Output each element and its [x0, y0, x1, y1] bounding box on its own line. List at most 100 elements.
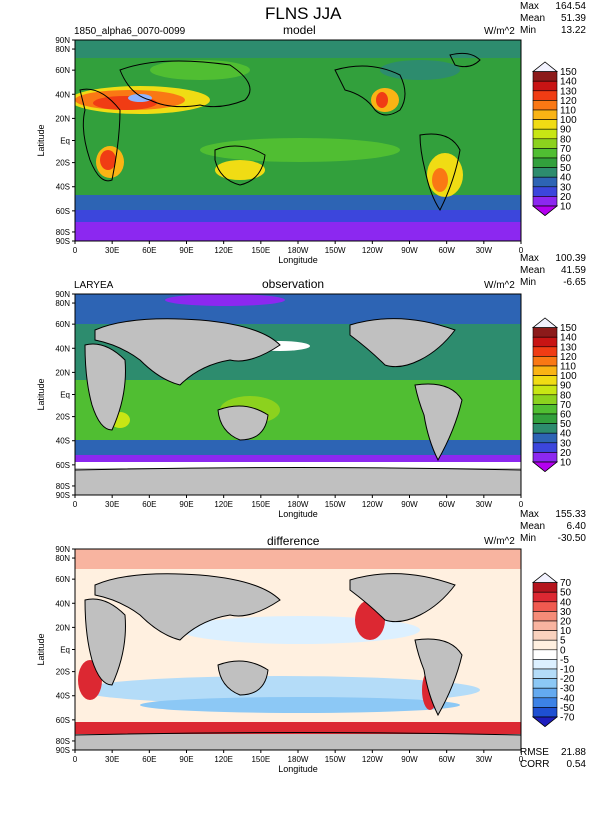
x-tick-label: 90W: [401, 246, 418, 255]
x-tick-label: 60E: [142, 246, 156, 255]
stats-values: 164.54 51.39 13.22: [542, 1, 586, 37]
y-tick-label: Eq: [60, 646, 70, 655]
colorbar-label: 120: [560, 96, 577, 107]
colorbar-swatch: [532, 327, 558, 338]
min-label: Min: [520, 277, 537, 288]
colorbar-swatch: [532, 649, 558, 660]
x-tick-label: 120W: [362, 500, 383, 509]
y-axis-label: Latitude: [36, 124, 46, 156]
max-label: Max: [520, 509, 539, 520]
colorbar-label: 80: [560, 134, 572, 145]
y-tick-label: 40S: [56, 183, 70, 192]
colorbar-label: 10: [560, 458, 572, 469]
colorbar-swatch: [532, 582, 558, 593]
y-tick-label: 90N: [55, 545, 70, 554]
colorbar-swatch: [532, 394, 558, 405]
stats-values: 100.39 41.59 -6.65: [542, 253, 586, 289]
x-tick-label: 30W: [476, 246, 493, 255]
y-tick-label: 40N: [55, 90, 70, 99]
panel-title: model: [283, 23, 316, 37]
x-tick-label: 120W: [362, 755, 383, 764]
x-tick-label: 60W: [438, 755, 455, 764]
colorbar-swatch: [532, 100, 558, 111]
colorbar-swatch: [532, 697, 558, 708]
units-label: W/m^2: [484, 280, 515, 291]
colorbar-label: -30: [560, 684, 575, 695]
y-tick-label: 60S: [56, 207, 70, 216]
mean-value: 41.59: [560, 265, 586, 276]
colorbar-swatch: [532, 591, 558, 603]
stats-values: 155.33 6.40 -30.50: [542, 509, 586, 545]
corr-value: 0.54: [566, 759, 586, 770]
colorbar-swatch: [532, 687, 558, 699]
mean-label: Mean: [520, 265, 546, 276]
colorbar-label: 70: [560, 400, 572, 411]
colorbar-swatch: [532, 356, 558, 367]
y-tick-label: 60S: [56, 461, 70, 470]
mean-label: Mean: [520, 13, 546, 24]
y-tick-label: 90S: [56, 491, 70, 500]
colorbar-swatch: [532, 384, 558, 396]
colorbar-swatch: [532, 611, 558, 622]
panel-title: observation: [262, 277, 325, 291]
corr-label: CORR: [520, 759, 550, 770]
max-label: Max: [520, 1, 539, 12]
colorbar-label: 0: [560, 645, 566, 656]
x-tick-label: 0: [519, 500, 524, 509]
y-tick-label: 60S: [56, 716, 70, 725]
x-tick-label: 90W: [401, 500, 418, 509]
colorbar-swatch: [532, 157, 558, 168]
colorbar-top-arrow: [531, 572, 559, 583]
y-tick-label: 20S: [56, 668, 70, 677]
colorbar-label: 70: [560, 578, 572, 589]
rmse-corr-labels: RMSE CORR: [520, 747, 560, 771]
colorbar-bottom-arrow: [531, 716, 559, 728]
colorbar-label: 60: [560, 410, 572, 421]
x-tick-label: 90E: [179, 755, 193, 764]
model-map: [75, 40, 521, 241]
colorbar-swatch: [532, 452, 558, 463]
colorbar-label: 40: [560, 429, 572, 440]
colorbar-swatch: [532, 365, 558, 376]
y-tick-label: 60N: [55, 66, 70, 75]
colorbar-label: 130: [560, 86, 577, 97]
y-tick-label: 80S: [56, 482, 70, 491]
colorbar-swatch: [532, 659, 558, 670]
x-tick-label: 60E: [142, 500, 156, 509]
y-tick-label: 20S: [56, 413, 70, 422]
colorbar-label: 50: [560, 419, 572, 430]
min-label: Min: [520, 25, 537, 36]
colorbar-swatch: [532, 601, 558, 612]
x-tick-label: 0: [73, 246, 78, 255]
x-tick-label: 150W: [325, 246, 346, 255]
panel-case-label: LARYEA: [74, 280, 114, 291]
colorbar-swatch: [532, 336, 558, 348]
colorbar-swatch: [532, 196, 558, 207]
x-tick-label: 150E: [251, 246, 270, 255]
colorbar-label: 140: [560, 77, 577, 88]
colorbar-label: -10: [560, 665, 575, 676]
colorbar-swatch: [532, 90, 558, 101]
colorbar-label: 140: [560, 333, 577, 344]
observation-map: [75, 294, 521, 495]
colorbar-swatch: [532, 630, 558, 641]
colorbar-label: 20: [560, 617, 572, 628]
x-tick-label: 150W: [325, 500, 346, 509]
x-tick-label: 30E: [105, 246, 119, 255]
difference-coastlines: [75, 573, 521, 736]
colorbar-label: 100: [560, 371, 577, 382]
y-tick-label: 40N: [55, 599, 70, 608]
x-tick-label: 150W: [325, 755, 346, 764]
x-tick-label: 90W: [401, 755, 418, 764]
mean-value: 51.39: [560, 13, 586, 24]
max-value: 155.33: [555, 509, 586, 520]
y-tick-label: 90S: [56, 746, 70, 755]
colorbar-label: 20: [560, 192, 572, 203]
colorbar-label: 30: [560, 607, 572, 618]
y-tick-label: 80N: [55, 299, 70, 308]
x-axis-label: Longitude: [278, 255, 318, 265]
stats-labels: Max Mean Min: [520, 1, 560, 37]
y-tick-label: 20N: [55, 114, 70, 123]
colorbar-swatch: [532, 413, 558, 424]
units-label: W/m^2: [484, 26, 515, 37]
